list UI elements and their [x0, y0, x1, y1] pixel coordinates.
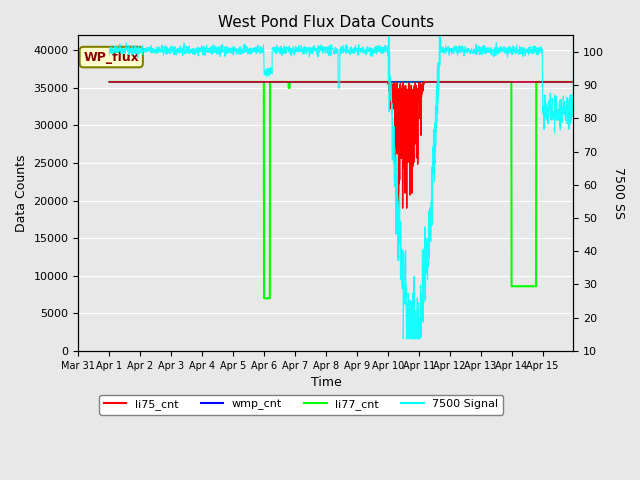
- Y-axis label: Data Counts: Data Counts: [15, 155, 28, 232]
- Legend: li75_cnt, wmp_cnt, li77_cnt, 7500 Signal: li75_cnt, wmp_cnt, li77_cnt, 7500 Signal: [99, 395, 503, 415]
- Y-axis label: 7500 SS: 7500 SS: [612, 167, 625, 219]
- Text: WP_flux: WP_flux: [83, 50, 139, 63]
- X-axis label: Time: Time: [310, 376, 341, 389]
- Title: West Pond Flux Data Counts: West Pond Flux Data Counts: [218, 15, 434, 30]
